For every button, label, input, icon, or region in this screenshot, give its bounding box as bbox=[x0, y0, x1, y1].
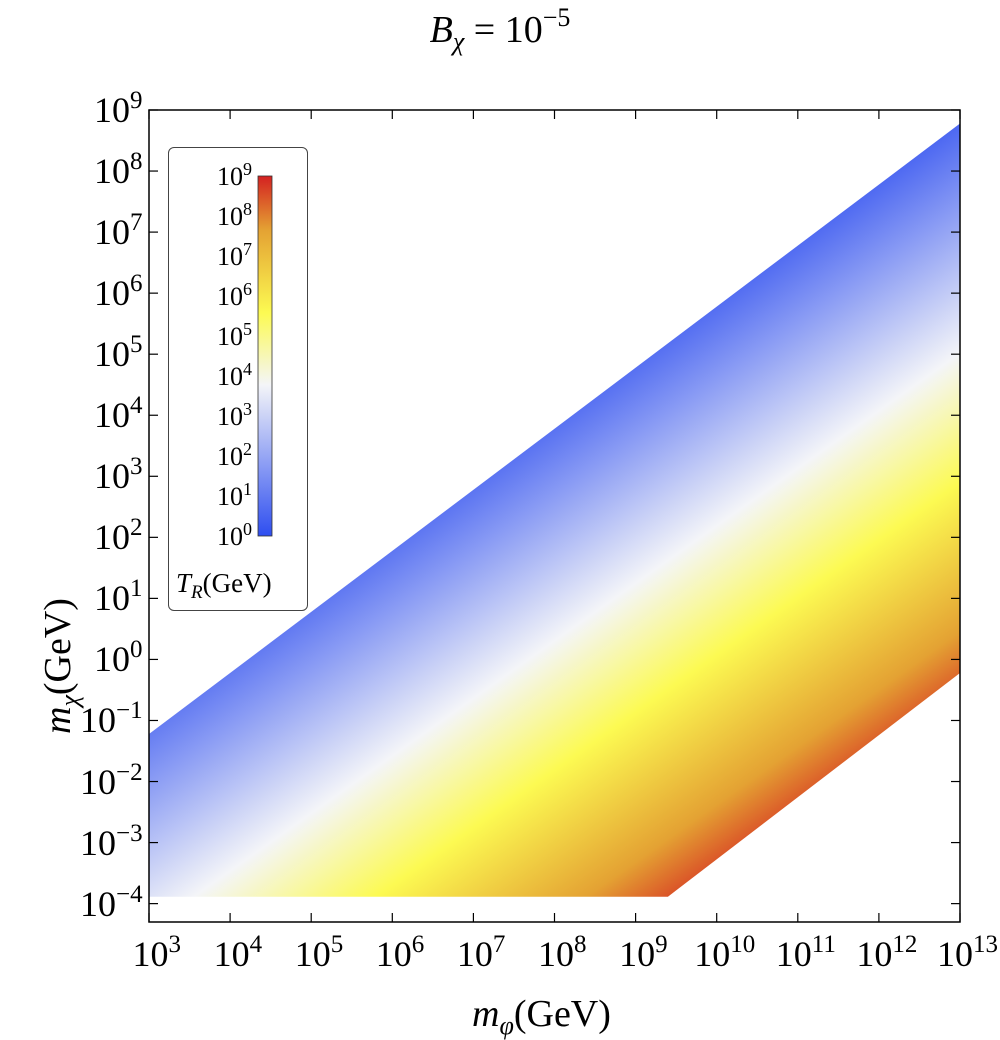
colorbar-tick-label: 102 bbox=[217, 439, 252, 471]
y-axis-var: m bbox=[37, 706, 79, 734]
colorbar-title-sub: R bbox=[191, 582, 203, 603]
title-sub: χ bbox=[452, 27, 465, 56]
x-tick-label: 105 bbox=[294, 931, 344, 974]
x-axis-unit: (GeV) bbox=[513, 993, 611, 1035]
y-tick-label: 10−2 bbox=[80, 758, 143, 802]
colorbar-tick-label: 104 bbox=[217, 359, 252, 391]
colorbar-tick-label: 103 bbox=[217, 399, 252, 431]
title-exp: −5 bbox=[542, 3, 571, 32]
y-tick-label: 106 bbox=[94, 270, 143, 314]
y-tick-label: 101 bbox=[94, 575, 143, 619]
x-axis-var: m bbox=[472, 993, 500, 1035]
y-axis-unit: (GeV) bbox=[37, 598, 79, 696]
colorbar-tick-label: 100 bbox=[217, 519, 252, 551]
y-tick-label: 10−4 bbox=[80, 880, 143, 924]
x-tick-label: 1013 bbox=[937, 931, 998, 974]
x-tick-label: 107 bbox=[456, 931, 506, 974]
y-tick-label: 100 bbox=[94, 636, 143, 680]
colorbar-tick-label: 106 bbox=[217, 279, 252, 311]
x-tick-label: 108 bbox=[538, 931, 587, 974]
colorbar-tick-label: 107 bbox=[217, 239, 252, 271]
y-tick-label: 108 bbox=[94, 148, 143, 192]
x-axis-sub: φ bbox=[499, 1011, 514, 1040]
title-eq: = 10 bbox=[464, 9, 543, 51]
colorbar-title-unit: (GeV) bbox=[202, 568, 272, 598]
x-tick-label: 1010 bbox=[694, 931, 756, 974]
y-axis-sub: χ bbox=[55, 695, 84, 707]
x-tick-label: 1012 bbox=[856, 931, 918, 974]
colorbar-legend bbox=[168, 147, 308, 611]
colorbar-tick-label: 109 bbox=[217, 159, 252, 191]
y-tick-label: 104 bbox=[94, 392, 143, 436]
y-tick-label: 10−3 bbox=[80, 819, 143, 863]
x-tick-label: 103 bbox=[132, 931, 182, 974]
title-base: B bbox=[429, 9, 453, 51]
colorbar-tick-label: 108 bbox=[217, 199, 252, 231]
y-tick-label: 103 bbox=[94, 453, 143, 497]
x-tick-label: 104 bbox=[213, 931, 263, 974]
allowed-region bbox=[149, 123, 960, 897]
colorbar-title-var: T bbox=[176, 568, 192, 598]
y-tick-label: 10−1 bbox=[80, 697, 143, 741]
x-tick-label: 106 bbox=[375, 931, 425, 974]
x-tick-label: 1011 bbox=[775, 931, 836, 974]
y-tick-label: 105 bbox=[94, 331, 143, 375]
chart-title: Bχ = 10−5 bbox=[0, 5, 1000, 55]
y-tick-label: 102 bbox=[94, 514, 143, 558]
x-axis-label: mφ(GeV) bbox=[472, 992, 611, 1039]
colorbar-tick-label: 105 bbox=[217, 319, 252, 351]
y-tick-label: 109 bbox=[94, 87, 143, 130]
y-tick-label: 107 bbox=[94, 209, 143, 253]
colorbar-tick-label: 101 bbox=[217, 479, 252, 511]
x-tick-label: 109 bbox=[619, 931, 668, 974]
colorbar-title: TR(GeV) bbox=[176, 568, 272, 602]
y-axis-label: mχ(GeV) bbox=[36, 598, 84, 734]
